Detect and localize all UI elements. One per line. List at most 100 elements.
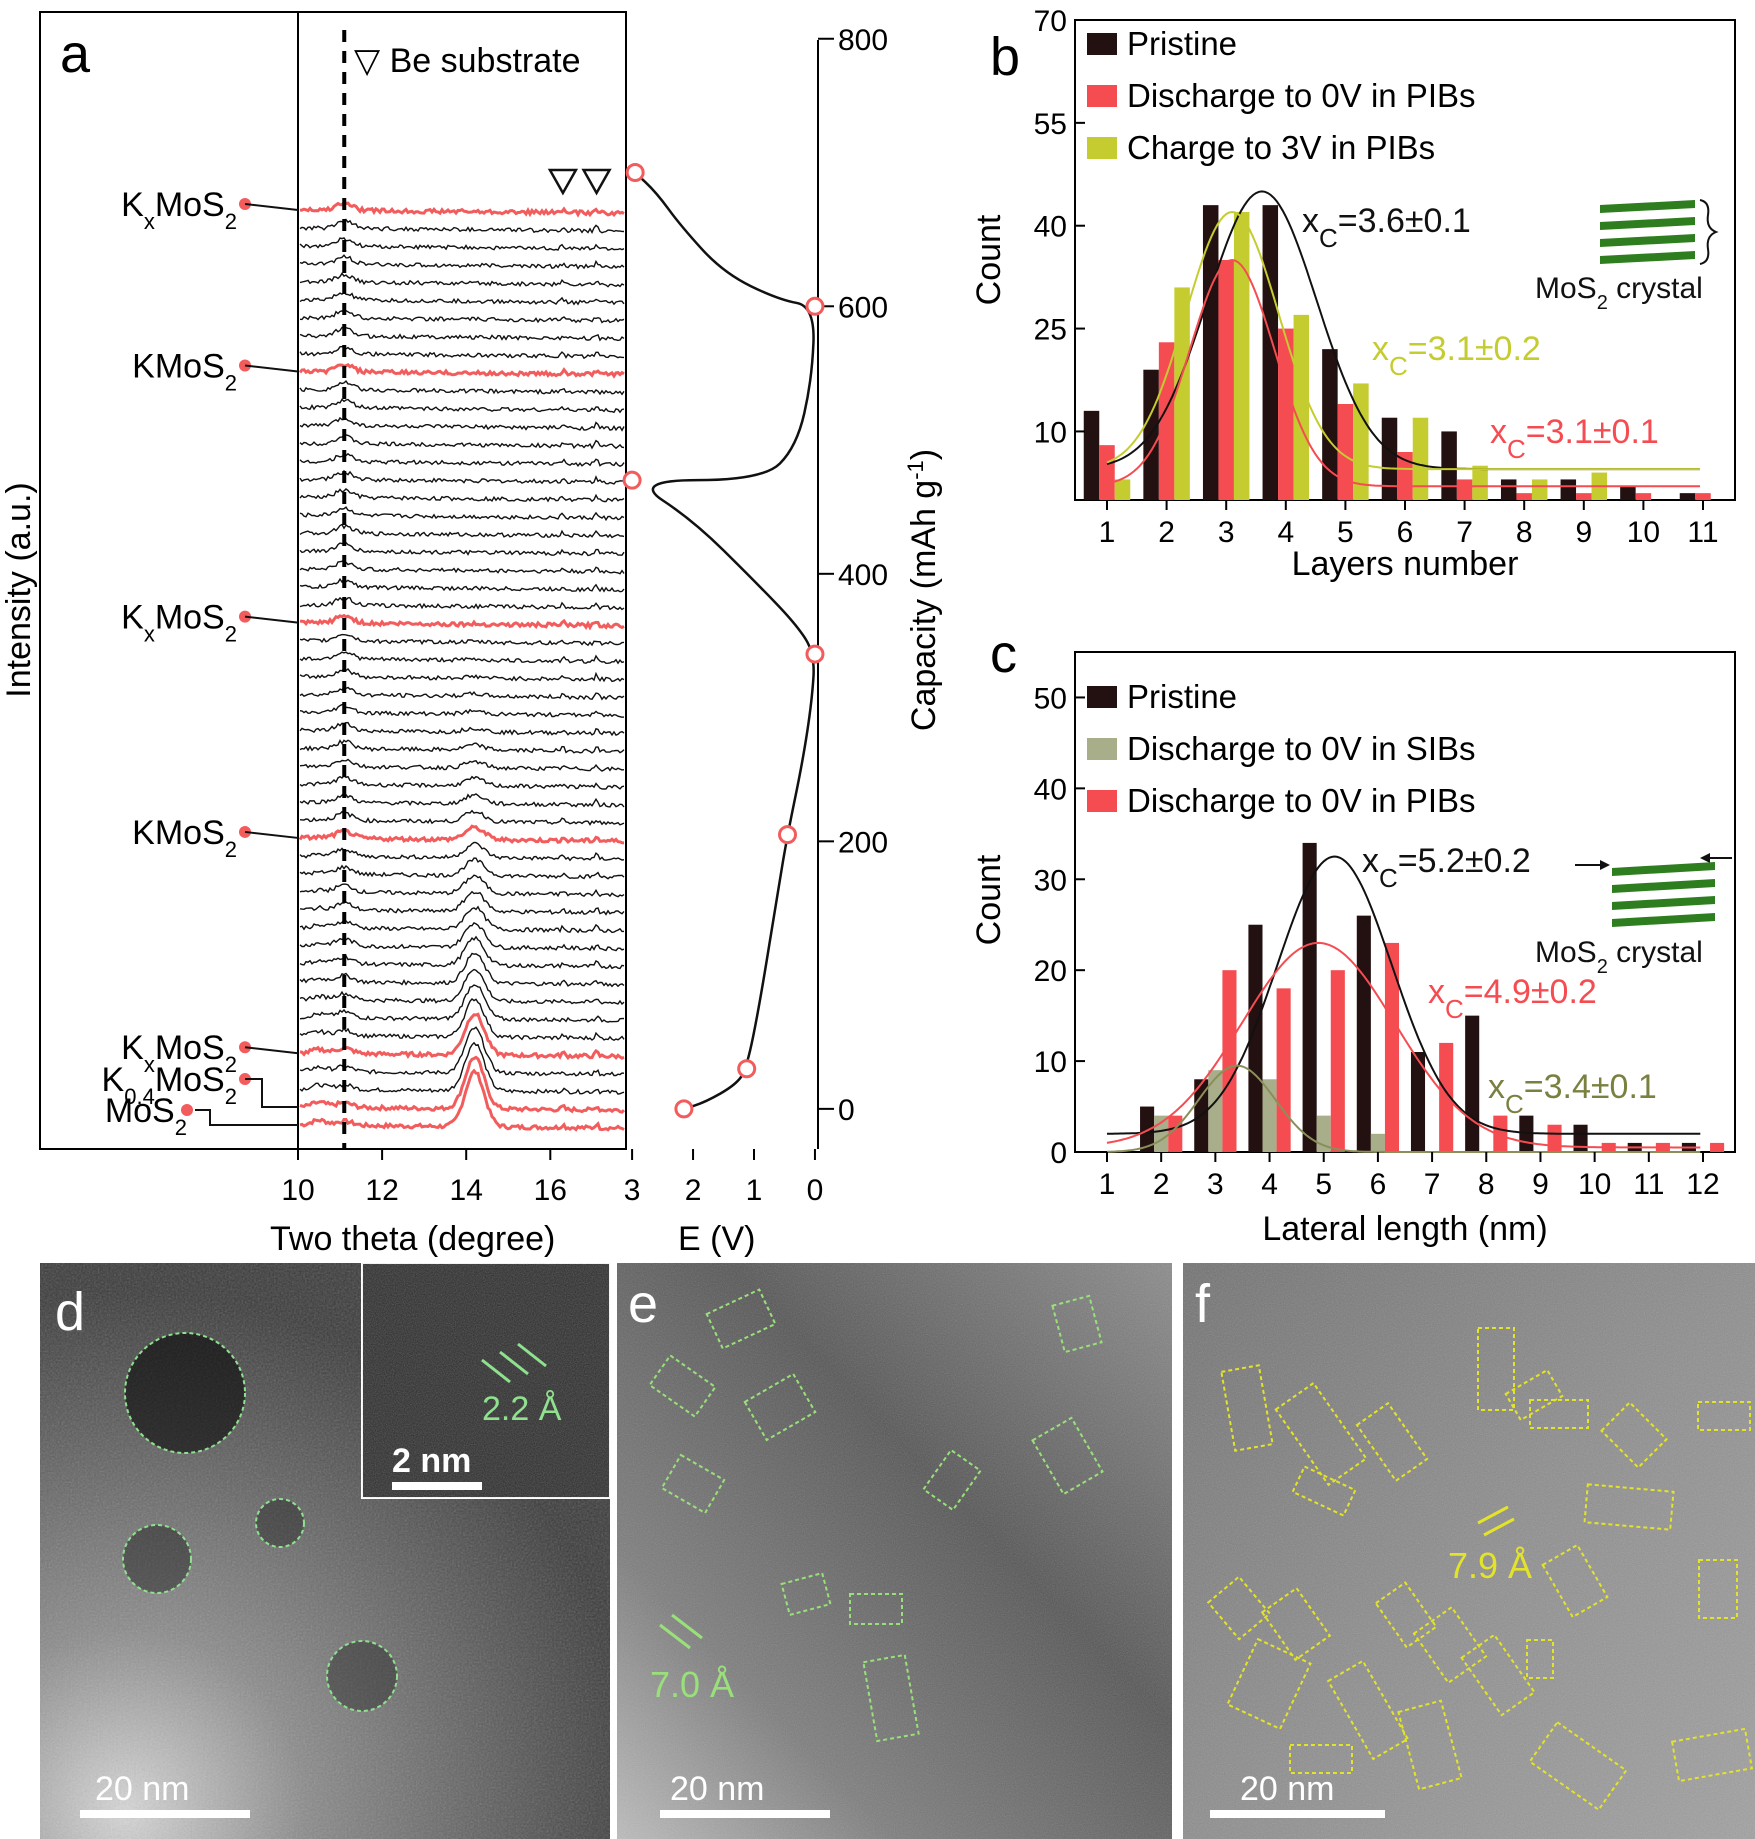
tem-d-inset: 2.2 Å 2 nm xyxy=(361,1262,611,1499)
tem-f-noise xyxy=(1183,1263,1755,1839)
legend-swatch xyxy=(1087,790,1117,812)
xrd-pattern xyxy=(299,469,625,485)
tem-f-scalebar xyxy=(1210,1810,1385,1818)
xrd-pattern xyxy=(299,309,625,324)
bar xyxy=(1465,1015,1480,1152)
phase-label: K0.4MoS2 xyxy=(102,1061,237,1109)
capacity-marker xyxy=(625,163,645,183)
xrd-pattern xyxy=(299,254,625,270)
c-arrowhead-right xyxy=(1700,853,1710,863)
xrd-pattern xyxy=(299,613,625,631)
crystal-box xyxy=(1220,1364,1274,1452)
bar xyxy=(1370,1133,1385,1152)
e-x-tick-label: 3 xyxy=(624,1174,641,1207)
bar xyxy=(1154,1115,1169,1152)
panel-c-fits xyxy=(1106,855,1701,1153)
crystal-box xyxy=(648,1354,717,1418)
crystal-box xyxy=(1326,1659,1410,1761)
inset-noise xyxy=(362,1263,610,1498)
tem-e-spacing-label: 7.0 Å xyxy=(650,1664,734,1705)
x-tick-label: 3 xyxy=(1218,516,1235,549)
xrd-pattern xyxy=(299,1026,625,1077)
xrd-pattern xyxy=(299,487,625,503)
bar xyxy=(1573,1124,1588,1152)
y-tick-label: 40 xyxy=(1034,211,1067,244)
tem-f-boxes xyxy=(1206,1327,1754,1812)
xrd-pattern xyxy=(299,841,625,862)
panel-c-annotations: xC=5.2±0.2 xC=4.9±0.2 xC=3.4±0.1 xyxy=(1362,842,1657,1119)
y-tick-label: 40 xyxy=(1034,773,1067,806)
tem-e-scalebar xyxy=(660,1810,830,1818)
e-x-ticks: 3 2 1 0 xyxy=(624,1149,823,1207)
bar xyxy=(1276,988,1291,1152)
inset-fringe-1 xyxy=(481,1358,511,1384)
pore-circle-4 xyxy=(326,1640,398,1712)
bar xyxy=(1472,465,1488,500)
panel-b-legend: Pristine Discharge to 0V in PIBs Charge to… xyxy=(1087,25,1476,166)
capacity-marker xyxy=(805,296,825,316)
xrd-x-tick-label: 14 xyxy=(450,1174,483,1207)
capacity-tick-label: 200 xyxy=(838,826,888,859)
phase-leader-line xyxy=(244,203,299,211)
c-layer-3 xyxy=(1612,896,1715,910)
gaussian-fit xyxy=(1106,210,1700,471)
crystal-box xyxy=(1206,1575,1272,1641)
c-xc-red: xC=4.9±0.2 xyxy=(1428,973,1597,1024)
xrd-pattern xyxy=(299,703,625,718)
xrd-pattern xyxy=(299,809,625,826)
capacity-y-label: Capacity (mAh g-1) xyxy=(903,449,944,731)
tem-e-boxes xyxy=(648,1288,1104,1743)
legend-label: Discharge to 0V in PIBs xyxy=(1127,782,1476,819)
xrd-pattern xyxy=(299,506,625,522)
bar xyxy=(1083,410,1100,500)
x-tick-label: 12 xyxy=(1686,1168,1719,1201)
xrd-pattern xyxy=(299,291,625,306)
phase-label: KMoS2 xyxy=(132,814,237,862)
xrd-pattern xyxy=(299,272,625,288)
xrd-pattern xyxy=(299,721,625,737)
xrd-pattern xyxy=(298,363,625,379)
x-tick-label: 4 xyxy=(1277,516,1294,549)
xrd-pattern xyxy=(299,890,625,916)
x-tick-label: 1 xyxy=(1099,516,1116,549)
x-tick-label: 7 xyxy=(1456,516,1473,549)
capacity-marker xyxy=(622,470,642,490)
xrd-pattern xyxy=(299,1012,625,1061)
xrd-x-ticks: 10 12 14 16 xyxy=(281,1149,567,1207)
legend-label: Pristine xyxy=(1127,678,1237,715)
bar xyxy=(1384,942,1400,1152)
y-tick-label: 50 xyxy=(1034,682,1067,715)
panel-c-crystal-inset: MoS2 crystal xyxy=(1535,853,1732,978)
bar xyxy=(1410,1052,1426,1152)
crystal-box xyxy=(1670,1727,1754,1783)
bar xyxy=(1441,431,1457,500)
legend-swatch xyxy=(1087,85,1117,107)
xrd-pattern xyxy=(299,739,625,754)
panel-b-fits xyxy=(1106,190,1700,488)
panel-a-xrd: a ▽ Be substrate 10 12 14 16 Two theta (deg… xyxy=(0,11,627,1258)
panel-c-legend: Pristine Discharge to 0V in SIBs Discharge… xyxy=(1087,678,1476,819)
crystal-box xyxy=(1477,1327,1515,1411)
xrd-pattern xyxy=(299,651,625,665)
c-layer-2 xyxy=(1612,879,1715,893)
panel-label-c: c xyxy=(990,624,1017,684)
bar xyxy=(1635,493,1652,500)
x-tick-label: 4 xyxy=(1261,1168,1278,1201)
b-inset-label: MoS2 crystal xyxy=(1535,272,1703,314)
b-xc-red: xC=3.1±0.1 xyxy=(1490,413,1659,464)
x-tick-label: 5 xyxy=(1337,516,1354,549)
crystal-box xyxy=(1697,1401,1751,1431)
crystal-box xyxy=(922,1448,982,1512)
xrd-pattern xyxy=(299,452,625,467)
legend-swatch xyxy=(1087,686,1117,708)
crystal-box xyxy=(705,1288,777,1350)
xrd-pattern xyxy=(299,857,625,880)
crystal-box xyxy=(1504,1368,1564,1422)
y-tick-label: 0 xyxy=(1050,1137,1067,1170)
bar xyxy=(1114,479,1131,500)
crystal-box xyxy=(1526,1639,1554,1679)
panel-c-y-ticks: 0 10 20 30 40 50 xyxy=(1034,682,1085,1170)
inset-spacing-label: 2.2 Å xyxy=(482,1390,562,1428)
crystal-box xyxy=(1698,1559,1738,1619)
e-x-tick-label: 1 xyxy=(746,1174,763,1207)
